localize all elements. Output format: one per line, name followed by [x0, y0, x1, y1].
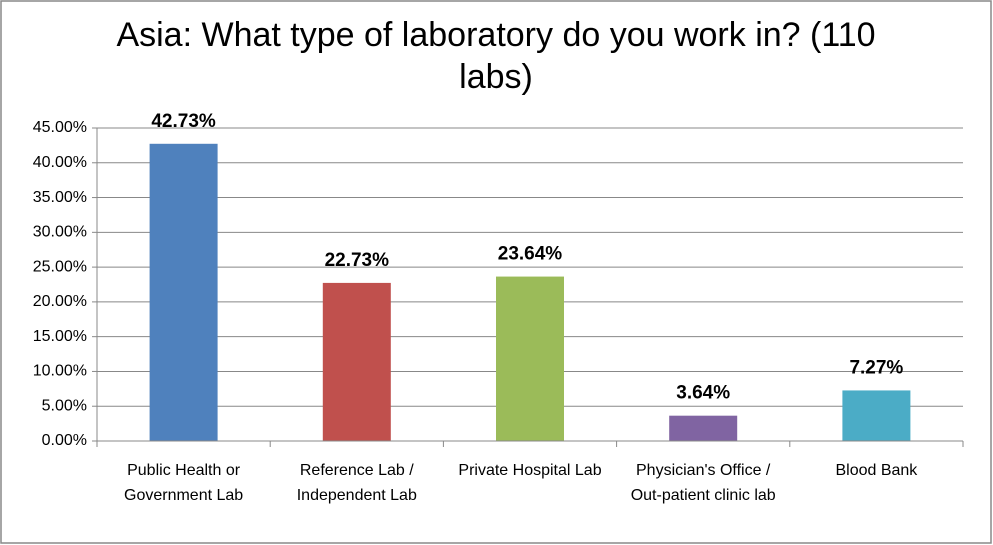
bar	[322, 282, 391, 441]
x-tick-label: Public Health or Government Lab	[124, 462, 244, 504]
y-tick-label: 10.00%	[33, 363, 87, 380]
y-tick-label: 30.00%	[33, 224, 87, 241]
y-tick-label: 5.00%	[42, 397, 87, 414]
y-tick-label: 40.00%	[33, 154, 87, 171]
y-tick-label: 20.00%	[33, 293, 87, 310]
x-tick-label: Private Hospital Lab	[458, 462, 602, 479]
y-tick-label: 35.00%	[33, 189, 87, 206]
bar	[149, 143, 218, 441]
x-tick-label: Physician's Office / Out-patient clinic …	[630, 462, 776, 504]
data-label: 23.64%	[498, 244, 563, 265]
y-tick-label: 45.00%	[33, 119, 87, 136]
data-label: 3.64%	[676, 383, 730, 404]
data-label: 7.27%	[849, 357, 903, 378]
bar	[496, 276, 564, 441]
chart-title: Asia: What type of laboratory do you wor…	[116, 16, 876, 96]
x-tick-label: Reference Lab / Independent Lab	[296, 462, 417, 504]
x-tick-label: Blood Bank	[835, 462, 918, 479]
data-label: 42.73%	[151, 111, 216, 132]
bar	[842, 390, 911, 441]
bar	[669, 415, 738, 441]
data-label: 22.73%	[325, 250, 390, 271]
y-tick-label: 15.00%	[33, 328, 87, 345]
y-tick-label: 0.00%	[42, 432, 87, 449]
y-tick-label: 25.00%	[33, 258, 87, 275]
